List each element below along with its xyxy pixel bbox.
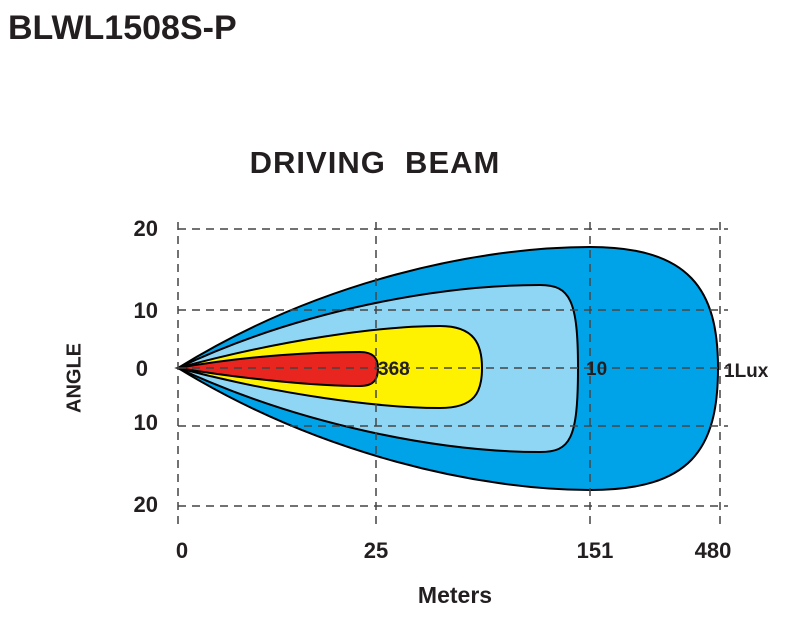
contour-label: 1Lux [724,361,769,382]
x-ticks: 0 25 151 480 [176,538,731,563]
y-tick-label: 20 [134,216,158,241]
y-tick-label: 10 [134,410,158,435]
x-tick-label: 151 [577,538,614,563]
x-tick-label: 0 [176,538,188,563]
x-tick-label: 480 [695,538,732,563]
x-tick-label: 25 [364,538,388,563]
y-tick-label: 0 [136,356,148,381]
contour-label: 368 [378,359,410,380]
contour-label: 10 [586,359,607,380]
contour-labels: 368 10 1Lux [378,359,769,382]
y-ticks: 20 10 0 10 20 [134,216,158,517]
x-axis-label: Meters [418,582,492,608]
y-tick-label: 20 [134,492,158,517]
y-axis-label: ANGLE [63,343,85,413]
diagram-title: DRIVING BEAM [250,145,501,180]
grid [177,222,728,528]
y-tick-label: 10 [134,298,158,323]
page-title: BLWL1508S-P [8,9,237,47]
